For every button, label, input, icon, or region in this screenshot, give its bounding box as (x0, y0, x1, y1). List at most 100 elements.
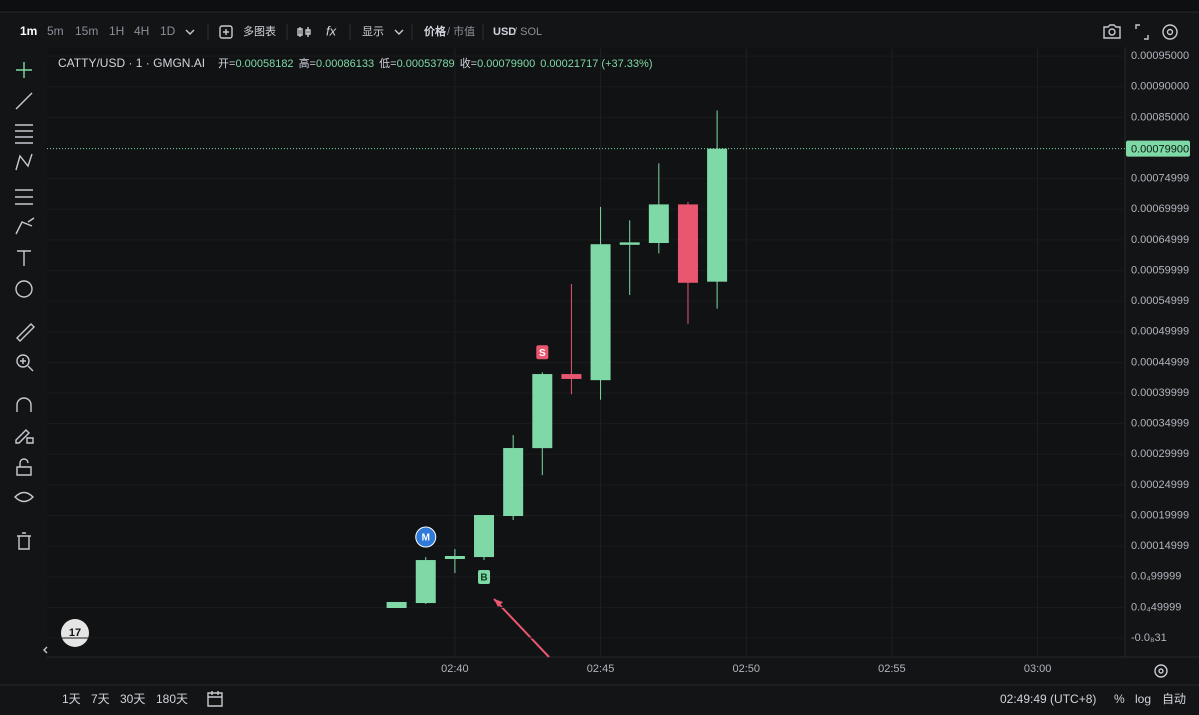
dropdown[interactable] (394, 29, 404, 35)
legend-value: 0.00058182 (235, 58, 293, 70)
interval[interactable]: 1H (109, 24, 124, 38)
candle-body (619, 242, 640, 245)
candle-body (386, 602, 407, 609)
fullscreen-icon[interactable] (1135, 24, 1149, 40)
candle-body (532, 374, 553, 449)
legend-label: 高= (299, 56, 316, 70)
fib-tool[interactable] (15, 124, 33, 144)
plot-area (47, 47, 1125, 657)
x-tick-label: 02:40 (441, 663, 469, 675)
interval[interactable]: 1m (20, 24, 37, 38)
delete-tool[interactable] (17, 532, 31, 550)
add-icon (223, 29, 229, 35)
drawing-tools (14, 62, 35, 550)
clock: 02:49:49 (UTC+8) (1000, 692, 1096, 706)
dropdown[interactable] (185, 29, 195, 35)
lock-tool[interactable] (16, 458, 32, 476)
sol-toggle[interactable]: / SOL (514, 26, 542, 38)
zoom-tool (20, 358, 34, 372)
y-tick-label: -0.0₈31 (1131, 632, 1167, 644)
magnet-tool[interactable] (16, 397, 32, 412)
price-toggle[interactable]: 价格 (424, 24, 447, 38)
display[interactable]: 显示 (362, 25, 384, 38)
brush-tool[interactable] (15, 217, 35, 235)
y-tick-label: 0.00090000 (1131, 81, 1189, 93)
range[interactable]: 7天 (91, 692, 110, 706)
ohlc-legend: 开=0.00058182 高=0.00086133 低=0.00053789 收=0.… (218, 56, 652, 70)
y-tick-label: 0.00049999 (1131, 326, 1189, 338)
trade-marker-label: S (539, 348, 546, 359)
camera-icon[interactable] (1103, 24, 1121, 39)
y-tick-label: 0.00064999 (1131, 234, 1189, 246)
candle-body (707, 148, 728, 282)
candle-body (677, 204, 698, 283)
y-tick-label: 0.00069999 (1131, 203, 1189, 215)
tv-logo: 17 (69, 627, 81, 639)
zoom-tool[interactable] (16, 354, 30, 368)
legend-value: 0.00079900 (477, 58, 535, 70)
y-tick-label: 0.00054999 (1131, 295, 1189, 307)
y-tick-label: 0.00019999 (1131, 509, 1189, 521)
candle-body (444, 556, 465, 560)
axis-settings (1158, 668, 1164, 674)
auto-toggle[interactable]: 自动 (1162, 692, 1186, 706)
percent-toggle[interactable]: % (1114, 692, 1125, 706)
interval[interactable]: 5m (47, 24, 64, 38)
camera-icon (1108, 28, 1116, 36)
x-tick-label: 03:00 (1024, 663, 1052, 675)
y-tick-label: 0.0₄49999 (1131, 601, 1181, 613)
candle-body (415, 560, 436, 604)
range[interactable]: 1天 (62, 692, 81, 706)
legend-change: 0.00021717 (+37.33%) (540, 58, 652, 70)
trade-marker-label: M (422, 533, 430, 544)
marketcap-toggle[interactable]: / 市值 (447, 24, 475, 38)
tv-logo[interactable] (61, 619, 89, 647)
x-tick-label: 02:55 (878, 663, 906, 675)
collapse[interactable] (43, 646, 48, 654)
lock-draw-tool[interactable] (15, 429, 34, 444)
legend-value: 0.00053789 (397, 58, 455, 70)
log-toggle[interactable]: log (1135, 692, 1151, 706)
date-range-icon[interactable] (207, 691, 223, 707)
interval[interactable]: 1D (160, 24, 176, 38)
interval[interactable]: 15m (75, 24, 98, 38)
y-tick-label: 0.00034999 (1131, 418, 1189, 430)
add-icon[interactable] (219, 25, 233, 39)
legend-value: 0.00086133 (316, 58, 374, 70)
y-tick-label: 0.00024999 (1131, 479, 1189, 491)
last-price-box (1126, 140, 1190, 157)
range[interactable]: 30天 (120, 692, 145, 706)
x-tick-label: 02:45 (587, 663, 615, 675)
visibility-tool[interactable] (14, 491, 34, 503)
legend-label: 收= (460, 56, 477, 70)
trade-marker (415, 526, 437, 548)
range[interactable]: 180天 (156, 692, 188, 706)
emoji-tool[interactable] (15, 280, 33, 298)
usd-toggle[interactable]: USD (493, 26, 516, 38)
projection-tool[interactable] (15, 189, 33, 205)
candle-icon[interactable] (297, 27, 311, 37)
line-tool[interactable] (15, 92, 33, 110)
interval[interactable]: 4H (134, 24, 149, 38)
legend-text: 开=0.00058182 高=0.00086133 低=0.00053789 收=0.… (218, 56, 652, 70)
settings-icon[interactable] (1162, 24, 1178, 40)
candle-body (648, 204, 669, 243)
y-tick-label: 0.00085000 (1131, 111, 1189, 123)
pattern-tool[interactable] (15, 153, 33, 171)
crosshair-tool[interactable] (16, 62, 32, 78)
trade-marker (478, 570, 491, 585)
ruler-tool[interactable] (16, 323, 35, 342)
y-tick-label: 0.00059999 (1131, 264, 1189, 276)
multi-chart[interactable]: 多图表 (243, 24, 276, 38)
settings-icon (1166, 28, 1174, 36)
x-tick-label: 02:50 (732, 663, 760, 675)
text-tool[interactable] (17, 250, 31, 266)
y-tick-label: 0.00039999 (1131, 387, 1189, 399)
indicator-icon[interactable]: fx (326, 23, 337, 38)
candle-body (503, 448, 524, 517)
candle-body (474, 515, 495, 558)
axis-settings[interactable] (1154, 664, 1168, 678)
y-tick-label: 0.00029999 (1131, 448, 1189, 460)
y-tick-label: 0.00044999 (1131, 356, 1189, 368)
